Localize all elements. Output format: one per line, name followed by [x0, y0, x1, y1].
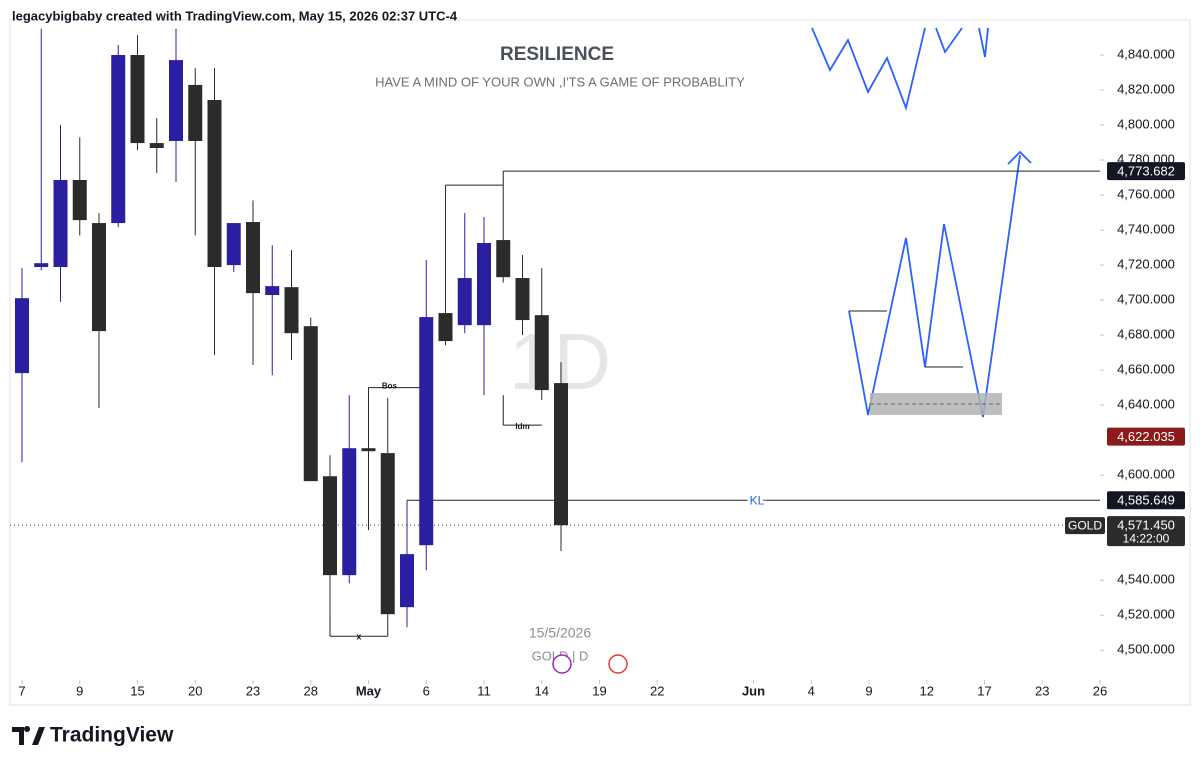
y-tick-label: 4,660.000	[1117, 362, 1175, 377]
x-tick-label: 17	[977, 683, 991, 698]
countdown: 14:22:00	[1123, 531, 1170, 545]
candle-body	[149, 143, 164, 148]
y-tick-label: 4,680.000	[1117, 327, 1175, 342]
candle-body	[111, 55, 126, 224]
candle-body	[342, 448, 357, 576]
x-tick-label: 23	[1035, 683, 1049, 698]
event-flag[interactable]	[608, 654, 628, 674]
candle-body	[72, 180, 87, 221]
candle-body	[323, 476, 337, 576]
x-tick-label: 20	[188, 683, 202, 698]
candle-body	[419, 317, 434, 546]
last-price-tag	[1107, 516, 1185, 547]
bos-label: Bos	[382, 382, 398, 391]
candle-body	[477, 243, 491, 326]
chart-title: RESILIENCE	[500, 44, 614, 65]
x-tick-label: 22	[650, 683, 664, 698]
x-tick-label: 15	[130, 683, 144, 698]
x-tick-label: May	[356, 683, 382, 698]
logo: TradingView	[12, 724, 174, 747]
candle-body	[188, 84, 203, 141]
price-tag-label: 4,585.649	[1117, 493, 1175, 508]
projection-top	[935, 27, 963, 54]
chart-subtitle: HAVE A MIND OF YOUR OWN ,I'TS A GAME OF …	[375, 74, 745, 89]
candle-body	[92, 223, 106, 332]
candle-body	[15, 298, 29, 374]
candle-body	[34, 263, 49, 268]
x-tick-label: 4	[808, 683, 815, 698]
candle-body	[457, 278, 472, 326]
candle-body	[380, 453, 395, 615]
y-tick-label: 4,840.000	[1117, 46, 1175, 61]
y-tick-label: 4,540.000	[1117, 572, 1175, 587]
logo-text: TradingView	[50, 724, 174, 747]
candle-body	[554, 383, 568, 526]
price-tag	[1107, 491, 1185, 510]
candle-body	[400, 554, 414, 608]
candle-body	[130, 55, 145, 144]
candle-body	[169, 60, 183, 141]
x-tick-label: 26	[1093, 683, 1107, 698]
x-tick-label: 19	[592, 683, 606, 698]
price-tag-label: 4,622.035	[1117, 429, 1175, 444]
price-tag-label: 4,773.682	[1117, 164, 1175, 179]
y-tick-label: 4,820.000	[1117, 81, 1175, 96]
x-tick-label: 14	[535, 683, 549, 698]
header: legacybigbaby created with TradingView.c…	[12, 8, 458, 23]
y-tick-label: 4,700.000	[1117, 292, 1175, 307]
candle-body	[246, 222, 260, 294]
symbol-tag-label: GOLD	[1068, 518, 1102, 532]
last-price-label: 4,571.450	[1117, 518, 1175, 533]
projection-top	[978, 27, 989, 58]
candle-body	[207, 100, 222, 268]
idm-label: Idm	[515, 422, 529, 431]
candle-body	[496, 240, 511, 278]
x-tick-label: 9	[865, 683, 872, 698]
candle-body	[534, 315, 549, 391]
candle-body	[53, 180, 68, 268]
date-label: 15/5/2026	[529, 625, 591, 641]
event-icon[interactable]	[552, 654, 572, 674]
kl-label: KL	[750, 493, 765, 507]
y-tick-label: 4,720.000	[1117, 257, 1175, 272]
candle-body	[515, 278, 530, 321]
logo-mark	[12, 726, 45, 745]
symbol-tag	[1065, 517, 1105, 535]
price-tag	[1107, 162, 1185, 181]
y-tick-label: 4,500.000	[1117, 642, 1175, 657]
candle-body	[284, 287, 299, 334]
x-tick-label: 12	[920, 683, 934, 698]
y-tick-label: 4,800.000	[1117, 116, 1175, 131]
y-tick-label: 4,760.000	[1117, 187, 1175, 202]
candle-body	[226, 223, 241, 266]
x-tick-label: 28	[304, 683, 318, 698]
x-tick-label: 7	[18, 683, 25, 698]
y-tick-label: 4,740.000	[1117, 222, 1175, 237]
x-tick-label: 23	[246, 683, 260, 698]
candle-body	[438, 313, 453, 342]
arrow-head	[1007, 150, 1032, 165]
candle-body	[265, 286, 280, 296]
y-tick-label: 4,520.000	[1117, 607, 1175, 622]
price-tag	[1107, 427, 1185, 446]
chart-frame	[9, 19, 1191, 706]
candle-body	[361, 448, 376, 452]
projection-top	[811, 27, 926, 112]
x-tick-label: Jun	[742, 683, 765, 698]
candle-body	[303, 326, 318, 482]
x-tick-label: 9	[76, 683, 83, 698]
x-label: x	[356, 632, 361, 642]
x-tick-label: 11	[477, 683, 491, 698]
x-tick-label: 6	[423, 683, 430, 698]
y-tick-label: 4,600.000	[1117, 467, 1175, 482]
y-tick-label: 4,640.000	[1117, 397, 1175, 412]
